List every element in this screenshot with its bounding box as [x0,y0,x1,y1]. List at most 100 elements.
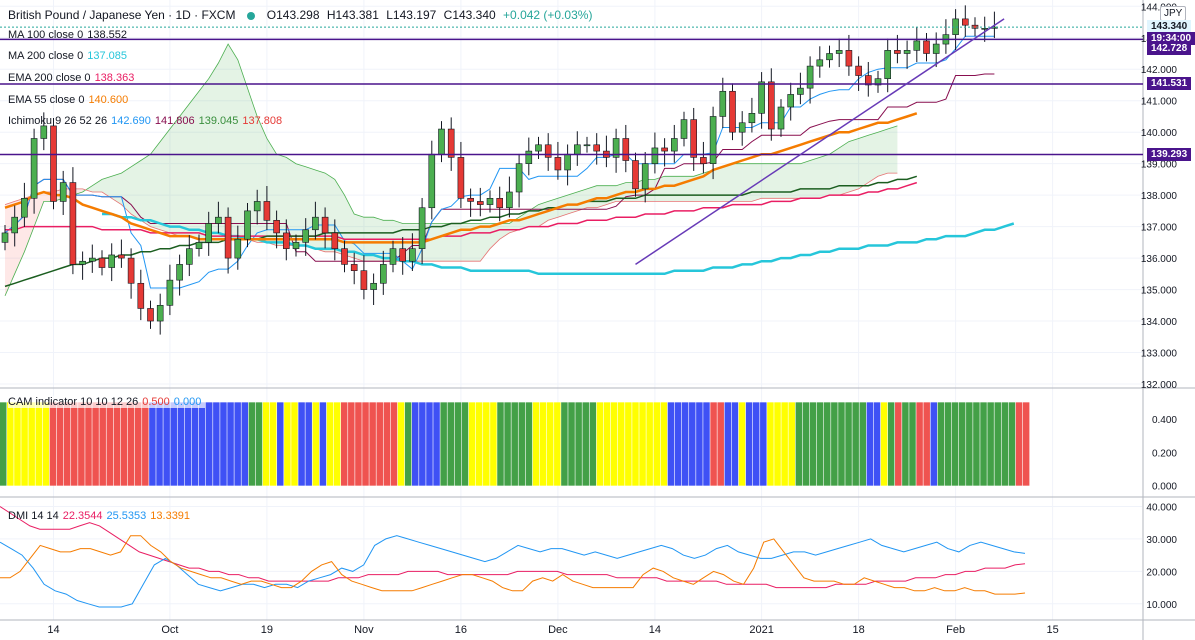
candle [709,106,717,180]
cam-bar [191,402,199,486]
candle [360,255,368,300]
candle-body [156,305,164,322]
cloud-segment [189,91,199,240]
cloud-segment [674,176,684,202]
cloud-segment [722,163,733,202]
cam-bar [483,402,490,486]
cam-bar [262,402,270,486]
cam-bar [618,402,625,486]
candle [632,152,639,197]
candle-body [593,144,601,152]
candle [544,133,552,171]
legend-ma200-value: 137.085 [87,50,127,62]
candle [166,264,174,316]
candle-body [312,216,319,231]
candle-body [554,157,562,171]
cam-bar [0,402,7,486]
cam-bar [142,402,149,486]
cloud-segment [286,157,296,246]
legend-dmi[interactable]: DMI 14 14 22.3544 25.5353 13.3391 [8,510,194,522]
cam-bar [745,402,753,486]
cam-bar [632,402,639,486]
cam-bar [639,402,646,486]
cam-bar [383,402,391,486]
cam-bar [554,402,561,486]
candle [321,207,329,249]
cam-bar [1022,402,1030,486]
candle-body [496,197,504,209]
cloud-segment [790,163,801,199]
legend-ema200-label: EMA 200 close 0 [8,72,91,84]
cam-bar [234,402,241,486]
candle-body [137,282,145,309]
cam-bar [412,402,419,486]
candle [554,141,562,180]
cam-bar [546,402,554,486]
cam-bar [298,402,305,486]
cam-bar [206,402,213,486]
cam-bar [319,402,327,486]
currency-button[interactable]: JPY [1160,6,1187,21]
legend-ma100[interactable]: MA 100 close 0 138.552 [8,29,131,41]
candle-body [700,157,707,164]
legend-ichimoku[interactable]: Ichimoku 9 26 52 26 142.690 141.806 139.045… [8,115,286,127]
cam-bar [149,402,156,486]
cam-bar [717,402,724,486]
cloud-segment [664,176,675,202]
cloud-segment [499,223,510,240]
legend-ma200[interactable]: MA 200 close 0 137.085 [8,50,131,62]
dmi-tick-label: 10.000 [1146,600,1177,611]
candle-body [641,163,649,190]
candle [651,132,659,174]
candle [253,189,261,225]
cloud-segment [761,163,772,199]
candle [603,135,610,168]
candle [826,45,833,68]
cam-bar [951,402,959,486]
candle [224,207,232,274]
cam-bar [397,402,405,486]
market-status-icon [247,11,256,20]
cam-bar [653,402,661,486]
candle [40,112,48,151]
candle-body [282,232,290,249]
time-tick-label: Nov [354,624,374,636]
candle [738,111,746,146]
cloud-segment [92,179,102,192]
cam-bar [348,402,355,486]
cam-bar [134,402,142,486]
hline-label-139293: 139.293 [1147,147,1192,161]
symbol-title[interactable]: British Pound / Japanese Yen · 1D · FXCM [8,8,236,22]
candle-body [98,257,106,268]
cloud-segment [160,129,170,233]
cam-bar [14,402,21,486]
price-tick-label: 135.000 [1141,286,1178,297]
legend-ema55[interactable]: EMA 55 close 0 140.600 [8,94,132,106]
cam-bar [490,402,497,486]
cam-bar [738,402,746,486]
cam-bar [987,402,994,486]
cam-bar [966,402,973,486]
candle [379,250,387,295]
cloud-segment [490,223,500,249]
cam-bar [689,402,696,486]
candle [186,235,193,277]
cloud-segment [878,129,888,177]
cloud-segment [237,59,248,240]
candle [593,133,601,165]
candle-body [50,125,57,202]
legend-cam[interactable]: CAM indicator 10 10 12 26 0.500 0.000 [8,396,206,408]
cam-tick-label: 0.000 [1152,482,1177,493]
candle [845,34,853,76]
cam-bar [1001,402,1009,486]
cloud-segment [5,201,15,296]
cam-bar [731,402,739,486]
candle [816,46,824,78]
candle [118,239,125,268]
legend-ema200[interactable]: EMA 200 close 0 138.363 [8,72,138,84]
candle [729,83,736,141]
ichimoku-span-a-value: 139.045 [198,115,239,127]
candle [79,251,86,280]
cam-bar [312,402,320,486]
